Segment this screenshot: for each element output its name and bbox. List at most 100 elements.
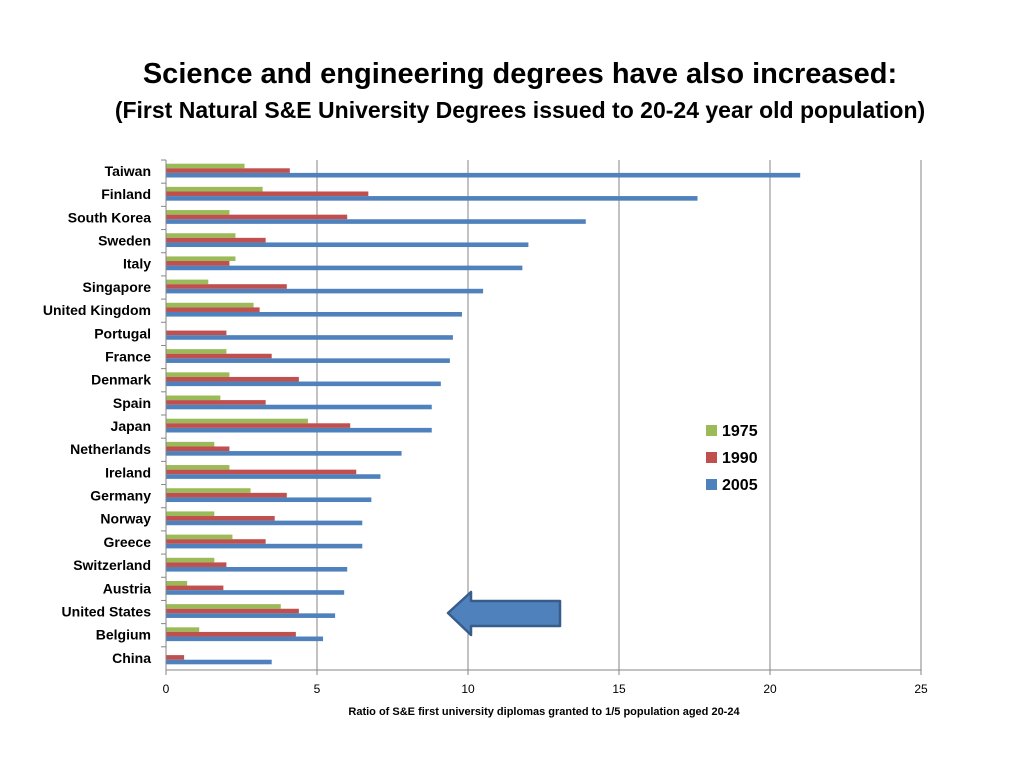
- bar-1975: [166, 488, 251, 493]
- bar-2005: [166, 404, 432, 410]
- category-label: South Korea: [68, 209, 151, 225]
- category-label: United Kingdom: [43, 302, 151, 318]
- x-tick-label: 10: [461, 682, 475, 696]
- category-label: Portugal: [94, 325, 151, 341]
- bar-1975: [166, 302, 254, 308]
- bar-1975: [166, 511, 215, 517]
- bar-1990: [166, 330, 227, 336]
- bar-1975: [166, 372, 230, 377]
- category-label: Sweden: [98, 233, 151, 249]
- bar-1975: [166, 163, 245, 169]
- bar-1975: [166, 395, 221, 401]
- bar-2005: [166, 543, 363, 549]
- bar-1990: [166, 469, 357, 475]
- bar-2005: [166, 451, 402, 456]
- bar-2005: [166, 566, 348, 572]
- category-label: United States: [62, 603, 152, 619]
- bar-1990: [166, 191, 369, 197]
- bar-1975: [166, 210, 230, 215]
- bar-2005: [166, 613, 336, 618]
- category-label: Spain: [113, 395, 151, 411]
- category-label: Ireland: [105, 464, 151, 480]
- bar-1990: [166, 562, 227, 567]
- bar-1990: [166, 516, 275, 521]
- legend-label: 1990: [722, 450, 758, 467]
- category-label: Finland: [101, 186, 151, 202]
- bar-1990: [166, 307, 260, 312]
- bar-1990: [166, 631, 296, 637]
- bar-2005: [166, 497, 372, 503]
- x-tick-label: 0: [163, 682, 170, 696]
- bar-2005: [166, 381, 441, 387]
- bar-2005: [166, 427, 432, 433]
- category-label: China: [112, 650, 151, 666]
- legend-swatch: [706, 425, 717, 436]
- bar-1990: [166, 423, 351, 428]
- category-label: Switzerland: [73, 557, 151, 573]
- category-label: Denmark: [91, 372, 151, 388]
- category-label: Italy: [123, 256, 151, 272]
- bar-1990: [166, 237, 266, 243]
- bar-1990: [166, 284, 287, 289]
- bar-1975: [166, 557, 215, 563]
- legend-swatch: [706, 452, 717, 463]
- bar-1975: [166, 465, 230, 470]
- category-label: Greece: [104, 534, 152, 550]
- bar-1990: [166, 539, 266, 544]
- bar-2005: [166, 196, 698, 201]
- bar-2005: [166, 172, 801, 178]
- bar-1975: [166, 418, 308, 424]
- bar-2005: [166, 358, 450, 363]
- bar-1975: [166, 233, 236, 238]
- legend-swatch: [706, 479, 717, 490]
- bar-1975: [166, 534, 233, 540]
- bar-1975: [166, 256, 236, 262]
- bar-1990: [166, 608, 299, 614]
- bar-1990: [166, 376, 299, 382]
- bar-2005: [166, 335, 453, 340]
- category-label: Taiwan: [105, 163, 151, 179]
- category-label: Norway: [100, 511, 151, 527]
- bar-1975: [166, 604, 281, 609]
- bar-1975: [166, 279, 209, 285]
- bar-1990: [166, 655, 185, 660]
- bar-2005: [166, 636, 324, 642]
- bar-1975: [166, 627, 200, 632]
- bar-2005: [166, 474, 381, 479]
- bar-1990: [166, 261, 230, 266]
- x-tick-label: 20: [763, 682, 777, 696]
- bar-2005: [166, 288, 484, 294]
- bar-2005: [166, 265, 523, 271]
- x-axis-title: Ratio of S&E first university diplomas g…: [348, 706, 740, 718]
- category-label: Netherlands: [70, 441, 151, 457]
- legend-label: 2005: [722, 477, 758, 494]
- category-label: Japan: [111, 418, 151, 434]
- bar-1990: [166, 446, 230, 452]
- category-label: France: [105, 348, 151, 364]
- bar-1975: [166, 186, 263, 192]
- bar-2005: [166, 219, 586, 224]
- category-label: Austria: [103, 580, 151, 596]
- legend-label: 1975: [722, 423, 758, 440]
- bar-2005: [166, 590, 345, 595]
- x-tick-label: 25: [914, 682, 928, 696]
- bar-2005: [166, 242, 529, 248]
- bar-1990: [166, 214, 348, 220]
- bar-1990: [166, 353, 272, 359]
- x-tick-label: 5: [314, 682, 321, 696]
- category-label: Belgium: [96, 627, 151, 643]
- left-arrow-annotation: [446, 590, 562, 637]
- category-label: Singapore: [83, 279, 152, 295]
- bar-1975: [166, 441, 215, 447]
- bar-1990: [166, 400, 266, 405]
- bar-2005: [166, 311, 462, 317]
- bar-1975: [166, 349, 227, 354]
- bar-2005: [166, 659, 272, 665]
- bar-1975: [166, 580, 188, 586]
- bar-1990: [166, 492, 287, 498]
- category-label: Germany: [90, 488, 151, 504]
- chart-subtitle: (First Natural S&E University Degrees is…: [114, 97, 926, 123]
- chart-title: Science and engineering degrees have als…: [142, 58, 898, 90]
- bar-1990: [166, 585, 224, 591]
